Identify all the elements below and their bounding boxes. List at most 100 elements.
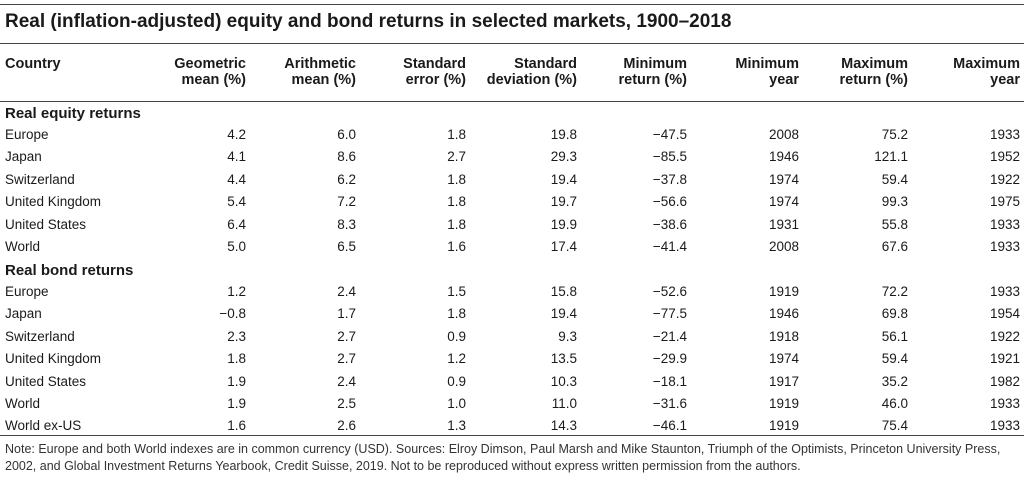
table-cell: 2.4 (337, 373, 356, 389)
row-country: Japan (5, 306, 42, 322)
table-cell: 1.8 (447, 194, 466, 210)
table-cell: 0.9 (447, 328, 466, 344)
table-cell: 1922 (989, 171, 1020, 187)
top-rule (0, 4, 1024, 5)
table-cell: 1.6 (227, 418, 246, 434)
column-header-line1: Minimum (735, 56, 799, 72)
table-cell: 35.2 (881, 373, 908, 389)
table-cell: −56.6 (652, 194, 687, 210)
table-cell: 8.6 (337, 149, 356, 165)
table-cell: 5.4 (227, 194, 246, 210)
table-cell: 14.3 (550, 418, 577, 434)
column-header-line2: mean (%) (181, 72, 246, 88)
table-cell: 19.8 (550, 127, 577, 142)
table-cell: 59.4 (881, 351, 908, 367)
table-cell: 1.9 (227, 373, 246, 389)
table-cell: 19.7 (550, 194, 577, 210)
table-cell: 1.2 (227, 284, 246, 299)
table-cell: −37.8 (652, 171, 687, 187)
table-cell: 8.3 (337, 216, 356, 232)
table-cell: 2.6 (337, 418, 356, 434)
table-cell: −41.4 (652, 239, 687, 254)
column-header: Minimum year (735, 56, 799, 88)
column-header: Standard deviation (%) (487, 56, 577, 88)
table-cell: 1933 (989, 284, 1020, 299)
column-header-line2: error (%) (405, 72, 466, 88)
table-cell: −46.1 (652, 418, 687, 434)
column-header: Arithmetic mean (%) (284, 56, 356, 88)
table-cell: −31.6 (652, 396, 687, 411)
column-header-line1: Geometric (174, 56, 246, 72)
table-cell: 1.9 (227, 396, 246, 411)
row-country: Japan (5, 149, 42, 165)
table-cell: 11.0 (551, 396, 577, 411)
table-cell: 1.7 (337, 306, 356, 322)
table-cell: 1919 (768, 284, 799, 299)
column-header-line1: Maximum (953, 56, 1020, 72)
table-cell: 2.3 (227, 328, 246, 344)
table-cell: 13.5 (550, 351, 577, 367)
table-cell: 19.4 (550, 171, 577, 187)
row-country: United States (5, 216, 87, 232)
section-heading: Real equity returns (5, 105, 141, 122)
table-row: United Kingdom 1.8 2.7 1.2 13.5 −29.9 1974 59.4… (0, 348, 1024, 370)
table-cell: 1931 (768, 216, 799, 232)
table-cell: 2.7 (337, 351, 356, 367)
table-cell: 10.3 (550, 373, 577, 389)
table-row: United States 1.9 2.4 0.9 10.3 −18.1 1917 35.2 1… (0, 371, 1024, 393)
table-cell: 1.3 (447, 418, 466, 434)
table-cell: 2.7 (447, 149, 466, 165)
column-header: Maximum return (%) (840, 56, 908, 88)
table-cell: 1919 (768, 396, 799, 411)
table-row: Japan −0.8 1.7 1.8 19.4 −77.5 1946 69.8 1954 (0, 303, 1024, 325)
table-cell: 1.0 (447, 396, 466, 411)
table-row: World 1.9 2.5 1.0 11.0 −31.6 1919 46.0 1933 (0, 393, 1024, 415)
table-cell: 46.0 (881, 396, 908, 411)
table-cell: 1933 (989, 418, 1020, 434)
header-top-rule (0, 43, 1024, 44)
section-heading: Real bond returns (5, 262, 134, 279)
column-header-line1: Standard (514, 56, 577, 72)
table-cell: 121.1 (874, 149, 908, 165)
column-header-line2: return (%) (839, 72, 908, 88)
column-header-line1: Maximum (841, 56, 908, 72)
column-header: Minimum return (%) (619, 56, 687, 88)
table-cell: 1.8 (447, 306, 466, 322)
table-cell: 1933 (989, 239, 1020, 254)
column-header: Country (5, 56, 61, 72)
column-header-line1: Standard (403, 56, 466, 72)
table-cell: 1952 (989, 149, 1020, 165)
table-cell: −77.5 (652, 306, 687, 322)
table-row: Switzerland 4.4 6.2 1.8 19.4 −37.8 1974 59.4 192… (0, 169, 1024, 191)
table-cell: 6.2 (337, 171, 356, 187)
row-country: Switzerland (5, 171, 75, 187)
table-cell: 1975 (989, 194, 1020, 210)
table-cell: 2008 (768, 239, 799, 254)
column-header-line2: mean (%) (291, 72, 356, 88)
table-cell: 1917 (768, 373, 799, 389)
column-header-line2: return (%) (618, 72, 687, 88)
table-cell: 1.8 (447, 127, 466, 142)
table-row: Europe 4.2 6.0 1.8 19.8 −47.5 2008 75.2 1933 (0, 124, 1024, 146)
table-cell: 75.4 (881, 418, 908, 434)
table-cell: 9.3 (558, 328, 577, 344)
table-cell: −85.5 (652, 149, 687, 165)
table-cell: 1.8 (227, 351, 246, 367)
table-cell: 1974 (768, 194, 799, 210)
table-cell: 2008 (768, 127, 799, 142)
column-header-line2: year (769, 72, 799, 88)
column-header-line2: deviation (%) (486, 72, 577, 88)
table-cell: 15.8 (550, 284, 577, 299)
row-country: United States (5, 373, 87, 389)
table-cell: 75.2 (881, 127, 908, 142)
table-cell: 1954 (989, 306, 1020, 322)
table-row: United Kingdom 5.4 7.2 1.8 19.7 −56.6 1974 99.3… (0, 191, 1024, 213)
row-country: Europe (5, 127, 49, 142)
table-bottom-rule (0, 435, 1024, 436)
column-header-line1: Country (5, 56, 61, 72)
table-row: Europe 1.2 2.4 1.5 15.8 −52.6 1919 72.2 1933 (0, 281, 1024, 303)
column-header: Standard error (%) (403, 56, 466, 88)
table-cell: −47.5 (652, 127, 687, 142)
table-cell: 29.3 (550, 149, 577, 165)
table-cell: 1921 (989, 351, 1020, 367)
